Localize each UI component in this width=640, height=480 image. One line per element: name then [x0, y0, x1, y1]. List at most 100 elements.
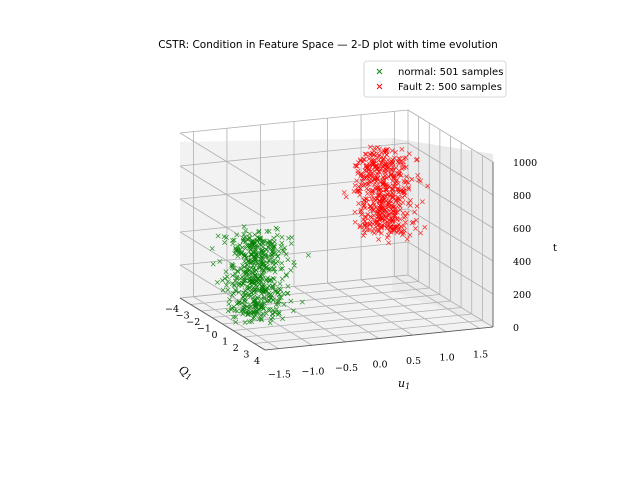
scatter-point: [267, 278, 273, 284]
scatter-point: [270, 285, 276, 291]
scatter-point: [233, 319, 239, 325]
scatter-point: [235, 248, 241, 254]
scatter-point: [256, 276, 261, 282]
scatter-point: [368, 219, 374, 225]
scatter-point: [239, 300, 245, 306]
scatter-point: [242, 320, 248, 325]
x-tick-label: −1: [197, 324, 211, 335]
scatter-point: [257, 265, 263, 271]
grid-line-z: [407, 274, 494, 328]
scatter-point: [240, 311, 246, 317]
legend-marker-fault: [376, 83, 383, 90]
scatter-point: [358, 182, 364, 188]
scatter-point: [354, 163, 360, 169]
scatter-point: [288, 298, 294, 304]
scatter-point: [256, 229, 262, 235]
scatter-point: [254, 300, 259, 306]
scatter-point: [271, 276, 277, 282]
scatter-point: [279, 276, 285, 282]
scatter-point: [227, 297, 233, 303]
scatter-point: [375, 151, 381, 156]
grid-line-y: [360, 279, 447, 333]
scatter-point: [414, 203, 420, 209]
scatter-point: [389, 161, 395, 167]
scatter-point: [392, 155, 397, 161]
scatter-point: [352, 219, 358, 225]
scatter-point: [238, 266, 244, 272]
scatter-point: [388, 172, 394, 178]
scatter-point: [392, 149, 398, 155]
scatter-point: [356, 160, 361, 166]
scatter-point: [246, 235, 252, 240]
scatter-point: [258, 316, 264, 322]
scatter-point: [260, 260, 266, 266]
scatter-point: [233, 288, 239, 294]
grid-line-z: [179, 109, 409, 134]
scatter-point: [384, 225, 390, 231]
scatter-point: [377, 169, 382, 175]
scatter-point: [241, 231, 247, 237]
scatter-point: [401, 178, 407, 184]
scatter-point: [380, 215, 386, 221]
scatter-point: [380, 194, 386, 199]
scatter-point: [245, 266, 251, 272]
scatter-point: [364, 221, 370, 227]
scatter-point: [389, 148, 395, 154]
scatter-point: [277, 281, 283, 287]
scatter-point: [407, 202, 413, 208]
scatter-point: [252, 254, 258, 259]
scatter-point: [357, 224, 363, 230]
scatter-point: [229, 292, 235, 298]
scatter-point: [413, 217, 419, 223]
legend-label-fault: Fault 2: 500 samples: [398, 82, 502, 93]
scatter-point: [251, 298, 256, 304]
z-tick-label: 800: [513, 191, 531, 202]
scatter-point: [267, 238, 273, 244]
scatter-point: [374, 219, 380, 225]
scatter-point: [288, 241, 294, 247]
scatter-point: [413, 226, 418, 231]
grid-line-z: [179, 165, 266, 219]
grid-line-z: [179, 274, 409, 299]
scatter-point: [386, 201, 392, 207]
x-tick-label: −3: [176, 311, 190, 322]
scatter-point: [390, 191, 396, 197]
scatter-point: [391, 175, 397, 180]
scatter-point: [375, 196, 381, 202]
scatter-point: [240, 294, 246, 300]
z-tick-label: 600: [513, 224, 531, 235]
scatter-point: [275, 289, 281, 295]
scatter-point: [398, 228, 404, 234]
scatter-point: [239, 250, 244, 256]
scatter-point: [241, 290, 247, 296]
scatter-point: [398, 229, 404, 235]
scatter-point: [281, 249, 287, 254]
x-tick-label: 1: [222, 337, 228, 348]
scatter-point: [278, 266, 284, 272]
scatter-point: [240, 307, 246, 313]
scatter-point: [387, 224, 393, 230]
scatter-point: [396, 221, 402, 227]
scatter-point: [231, 314, 236, 320]
scatter-point: [268, 252, 274, 258]
scatter-point: [375, 229, 381, 235]
scatter-point: [221, 234, 227, 240]
scatter-point: [288, 267, 294, 273]
scatter-point: [276, 298, 282, 304]
scatter-point: [269, 311, 275, 317]
scatter-point: [235, 269, 241, 275]
scatter-point: [274, 232, 280, 238]
grid-line-z: [407, 241, 494, 295]
scatter-points: [209, 144, 431, 326]
scatter-point: [376, 191, 382, 197]
scatter-point: [359, 212, 365, 217]
scatter-point: [374, 195, 380, 201]
scatter-point: [237, 242, 243, 248]
scatter-point: [385, 200, 391, 205]
scatter-point: [244, 242, 250, 248]
scatter-point: [384, 152, 389, 158]
scatter-point: [379, 199, 385, 205]
scatter-point: [412, 209, 418, 215]
scatter-point: [229, 281, 235, 287]
scatter-point: [264, 247, 270, 253]
